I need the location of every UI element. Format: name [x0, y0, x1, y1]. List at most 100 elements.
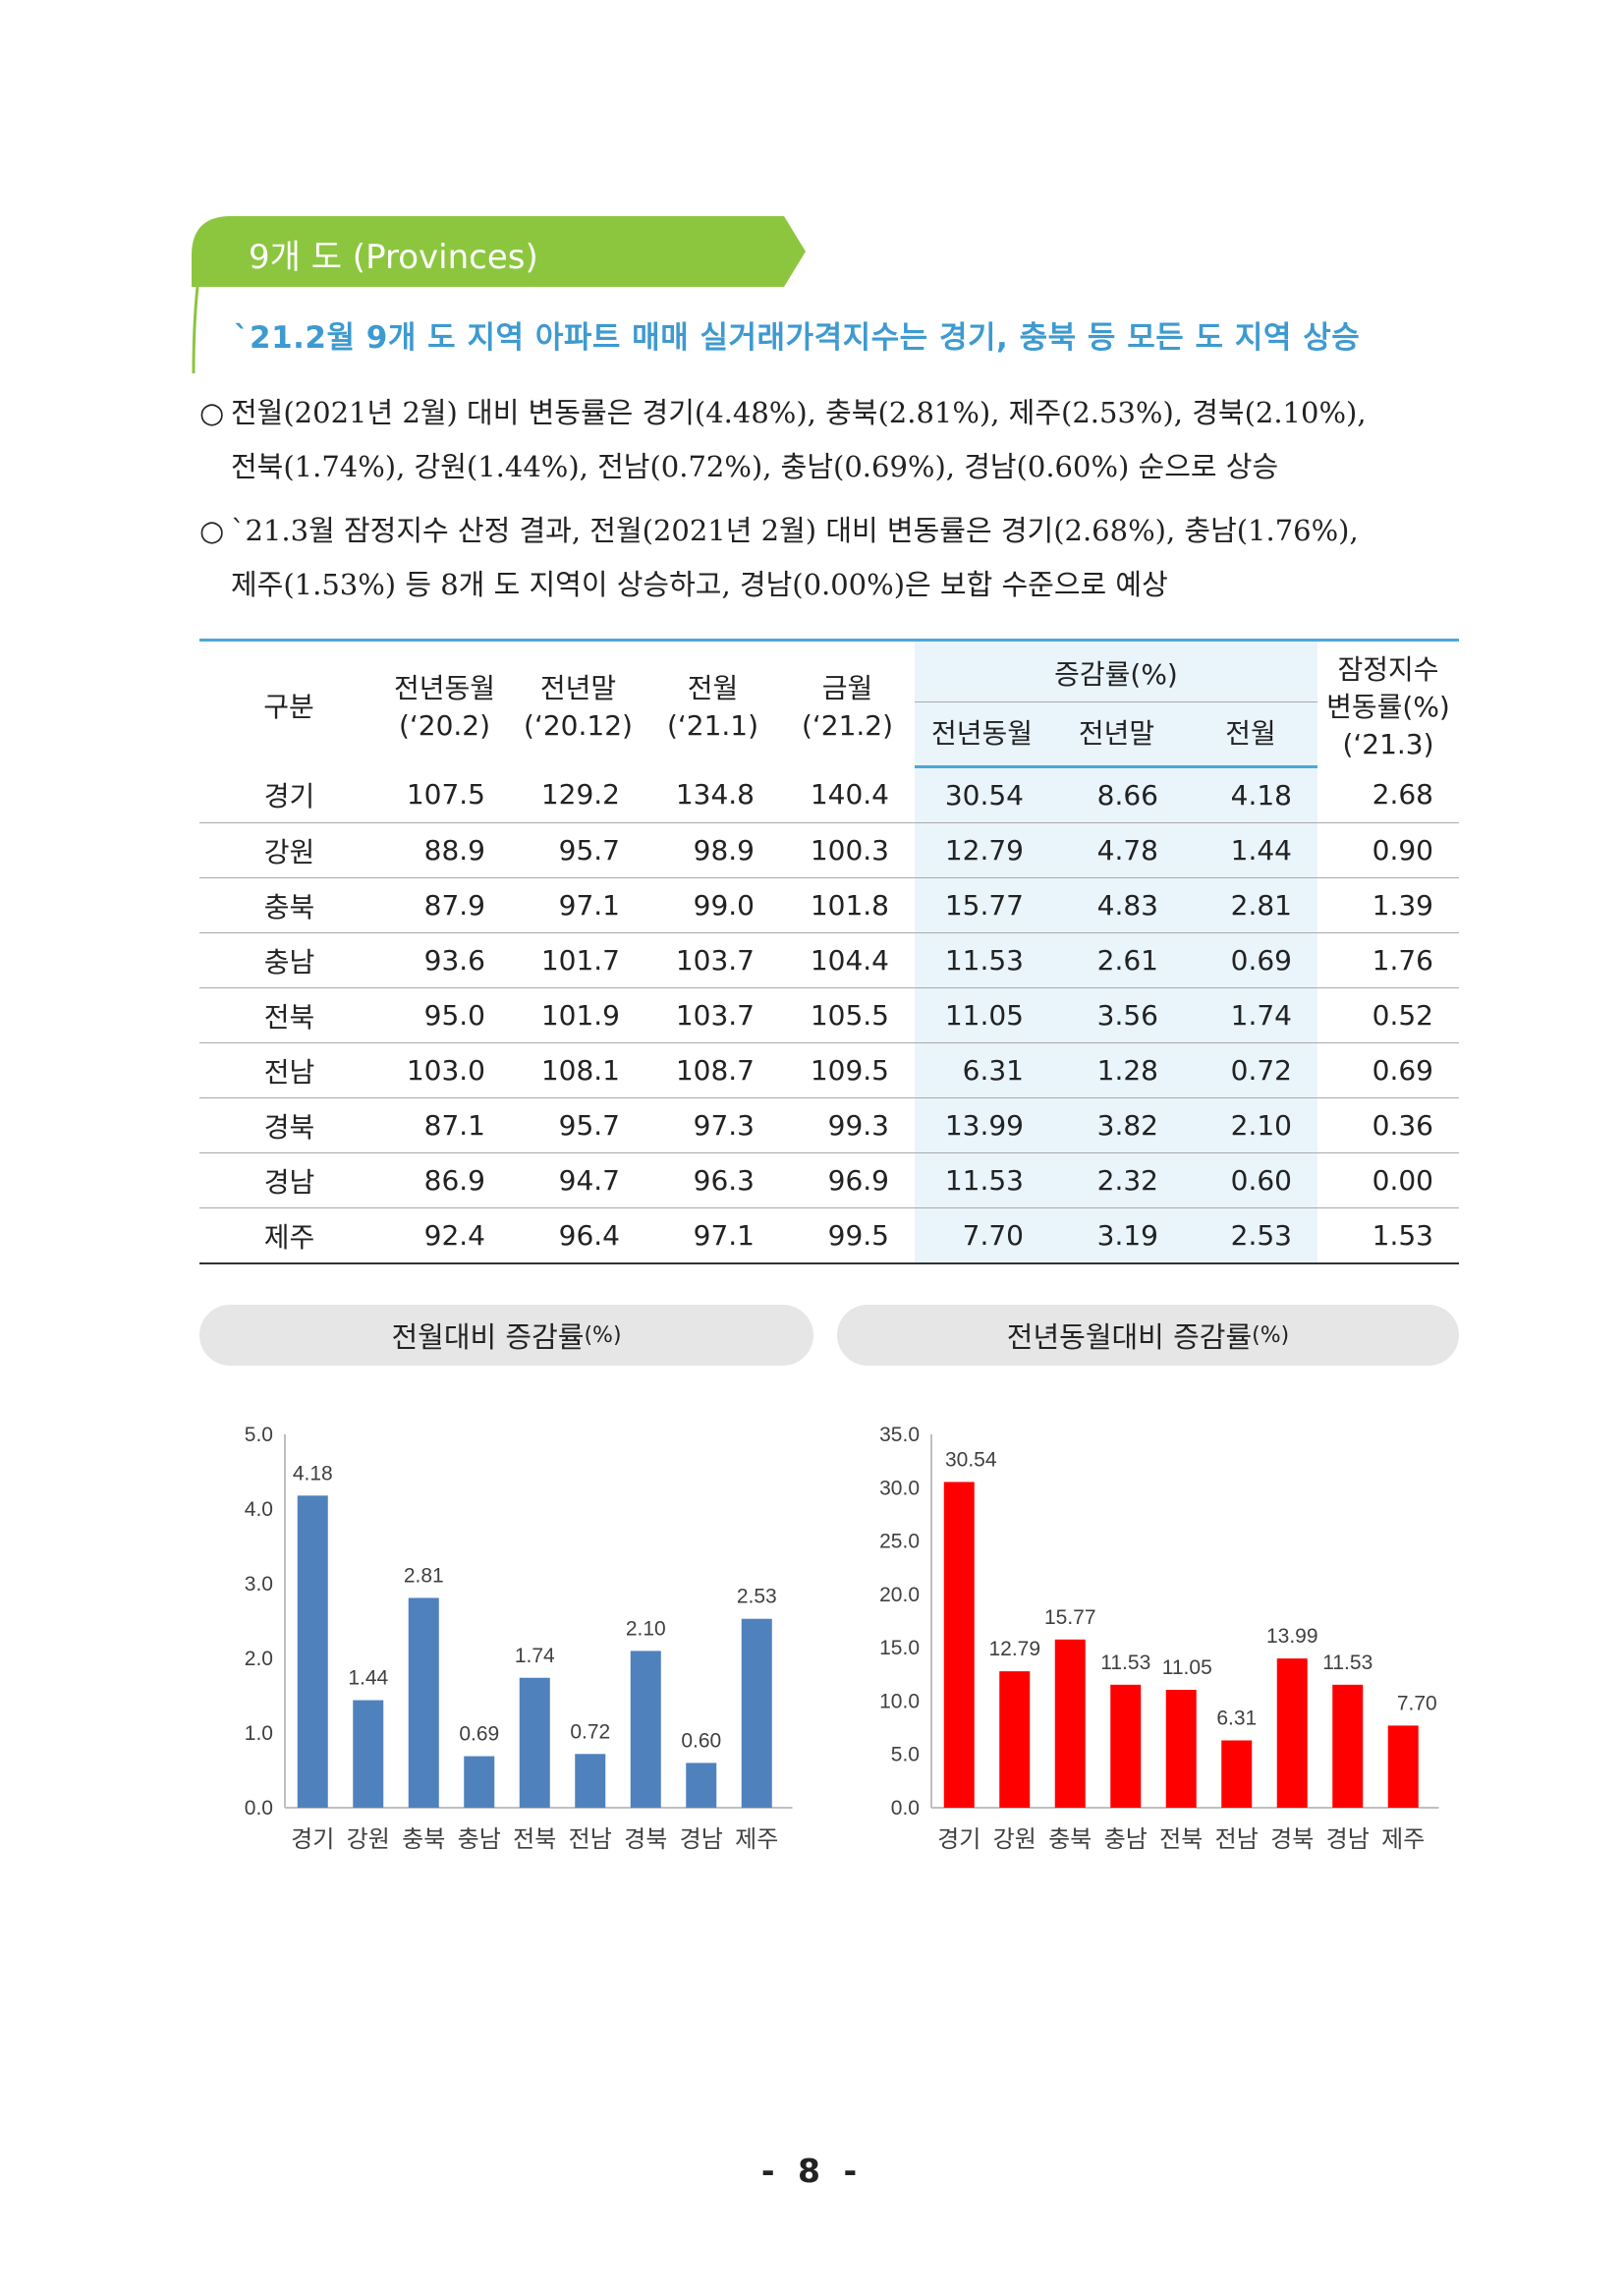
bullet-line: 전월(2021년 2월) 대비 변동률은 경기(4.48%), 충북(2.81%…	[231, 396, 1367, 429]
bullet-mark: ○	[199, 396, 225, 429]
table-row: 전남 103.0 108.1 108.7 109.5 6.31 1.28 0.72 0.69	[199, 1042, 1459, 1098]
x-tick-label: 경북	[624, 1826, 667, 1853]
row-region: 경북	[199, 1097, 378, 1153]
x-tick-label: 강원	[347, 1826, 390, 1853]
y-tick-label: 20.0	[879, 1584, 920, 1606]
chart-title-yearly: 전년동월대비 증감률 (%)	[837, 1305, 1459, 1366]
table-cell: 4.83	[1049, 877, 1184, 933]
data-label: 0.60	[681, 1729, 721, 1752]
data-label: 4.18	[293, 1462, 333, 1484]
bar	[297, 1495, 328, 1808]
bar	[943, 1482, 975, 1808]
header-prev-month: 전월 (‘21.1)	[645, 639, 780, 767]
data-label: 2.10	[626, 1617, 666, 1640]
table-cell: 3.56	[1049, 987, 1184, 1043]
data-label: 0.72	[570, 1720, 610, 1743]
x-tick-label: 전북	[513, 1826, 556, 1853]
header-provisional: 잠정지수 변동률(%) (‘21.3)	[1317, 639, 1459, 767]
table-row: 충북 87.9 97.1 99.0 101.8 15.77 4.83 2.81 1.39	[199, 877, 1459, 933]
table-row: 경기 107.5 129.2 134.8 140.4 30.54 8.66 4.18 2.68	[199, 766, 1459, 823]
bar	[1387, 1725, 1419, 1808]
table-cell: 95.0	[378, 987, 511, 1043]
x-tick-label: 전남	[569, 1826, 612, 1853]
table-cell: 101.9	[511, 987, 645, 1043]
x-tick-label: 충남	[458, 1826, 501, 1853]
table-cell: 103.7	[645, 987, 780, 1043]
x-tick-label: 제주	[1381, 1826, 1425, 1853]
data-label: 2.53	[737, 1586, 777, 1608]
header-change-prev-year: 전년동월	[915, 701, 1049, 768]
data-label: 11.53	[1100, 1652, 1150, 1674]
table-cell: 3.19	[1049, 1207, 1184, 1264]
y-tick-label: 5.0	[245, 1424, 273, 1446]
x-tick-label: 경남	[680, 1826, 723, 1853]
table-cell: 99.5	[780, 1207, 915, 1264]
y-tick-label: 0.0	[245, 1797, 273, 1820]
header-prev-year: 전년동월 (‘20.2)	[378, 639, 511, 767]
data-label: 0.69	[459, 1723, 499, 1746]
x-tick-label: 경기	[291, 1826, 334, 1853]
row-region: 경기	[199, 766, 378, 823]
x-tick-label: 전남	[1215, 1826, 1259, 1853]
chart-title-unit: (%)	[1252, 1322, 1290, 1348]
x-tick-label: 경북	[1270, 1826, 1314, 1853]
headline: `21.2월 9개 도 지역 아파트 매매 실거래가격지수는 경기, 충북 등 …	[234, 320, 1361, 356]
data-label: 12.79	[988, 1638, 1040, 1660]
table-cell: 2.53	[1184, 1207, 1317, 1264]
bar	[1110, 1684, 1142, 1808]
bar	[575, 1754, 606, 1808]
row-region: 전남	[199, 1042, 378, 1098]
row-region: 경남	[199, 1152, 378, 1208]
bullet-line: 제주(1.53%) 등 8개 도 지역이 상승하고, 경남(0.00%)은 보합…	[231, 568, 1168, 601]
table-cell: 3.82	[1049, 1097, 1184, 1153]
table-cell: 2.61	[1049, 932, 1184, 988]
row-region: 전북	[199, 987, 378, 1043]
x-tick-label: 충북	[402, 1826, 445, 1853]
table-cell: 107.5	[378, 766, 511, 823]
table-cell: 97.1	[511, 877, 645, 933]
table-cell: 104.4	[780, 932, 915, 988]
data-label: 13.99	[1266, 1625, 1318, 1648]
chart-title-text: 전년동월대비 증감률	[1006, 1320, 1253, 1354]
data-label: 11.53	[1322, 1652, 1372, 1674]
table-cell: 93.6	[378, 932, 511, 988]
table-cell: 0.00	[1317, 1152, 1459, 1208]
x-tick-label: 경기	[937, 1826, 980, 1853]
bar	[1054, 1639, 1086, 1808]
price-index-table: 구분 전년동월 (‘20.2) 전년말 (‘20.12) 전월 (‘21.1) 금월(…	[199, 639, 1459, 1264]
table-row: 전북 95.0 101.9 103.7 105.5 11.05 3.56 1.74 0.52	[199, 987, 1459, 1043]
data-label: 1.74	[515, 1645, 555, 1667]
table-cell: 12.79	[915, 822, 1049, 878]
table-cell: 0.90	[1317, 822, 1459, 878]
table-cell: 0.72	[1184, 1042, 1317, 1098]
y-tick-label: 5.0	[891, 1744, 920, 1766]
table-cell: 1.44	[1184, 822, 1317, 878]
table-cell: 94.7	[511, 1152, 645, 1208]
bar	[1332, 1684, 1364, 1808]
bullet-item-1: ○ 전월(2021년 2월) 대비 변동률은 경기(4.48%), 충북(2.8…	[199, 386, 1447, 494]
bar	[1276, 1658, 1308, 1808]
data-label: 1.44	[348, 1667, 388, 1690]
table-row: 경북 87.1 95.7 97.3 99.3 13.99 3.82 2.10 0.36	[199, 1097, 1459, 1153]
table-cell: 87.9	[378, 877, 511, 933]
section-header: 9개 도 (Provinces)	[192, 216, 806, 373]
table-cell: 92.4	[378, 1207, 511, 1264]
row-region: 강원	[199, 822, 378, 878]
chart-yearly-change: 0.0 5.0 10.0 15.0 20.0 25.0 30.0 35.0 30.54 경기 12.…	[879, 1424, 1439, 1853]
table-cell: 0.60	[1184, 1152, 1317, 1208]
table-cell: 2.32	[1049, 1152, 1184, 1208]
data-label: 11.05	[1162, 1656, 1212, 1679]
bar	[1165, 1690, 1197, 1808]
bullet-line: `21.3월 잠정지수 산정 결과, 전월(2021년 2월) 대비 변동률은 …	[231, 514, 1359, 547]
table-cell: 0.36	[1317, 1097, 1459, 1153]
table-cell: 95.7	[511, 1097, 645, 1153]
header-change-year-end: 전년말	[1049, 701, 1184, 768]
table-row: 충남 93.6 101.7 103.7 104.4 11.53 2.61 0.69 1.76	[199, 932, 1459, 988]
y-tick-label: 1.0	[245, 1722, 273, 1745]
table-cell: 1.74	[1184, 987, 1317, 1043]
chart-title-unit: (%)	[584, 1322, 622, 1348]
data-label: 2.81	[404, 1564, 444, 1587]
header-change-group: 증감률(%)	[915, 639, 1317, 702]
bar	[519, 1677, 550, 1808]
bullet-mark: ○	[199, 514, 225, 547]
